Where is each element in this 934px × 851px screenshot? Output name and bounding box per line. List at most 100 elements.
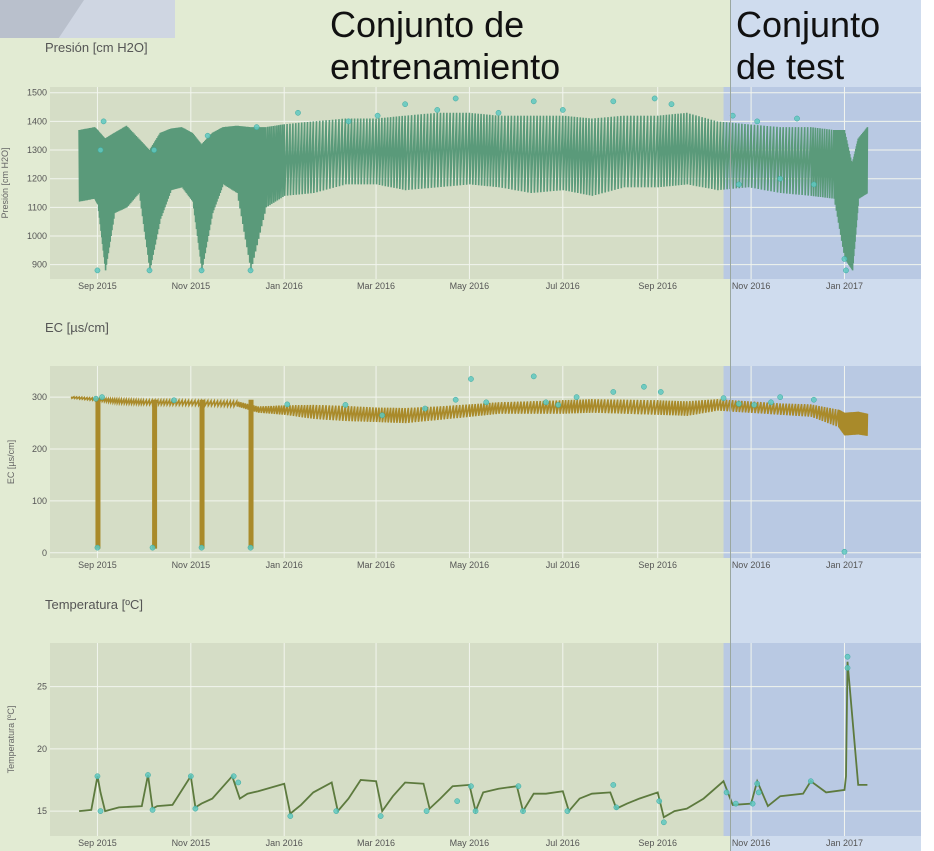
anomaly-point — [751, 402, 757, 408]
x-tick-label: May 2016 — [450, 838, 490, 848]
anomaly-point — [452, 396, 459, 403]
anomaly-point — [559, 107, 566, 113]
x-tick-label: Jan 2016 — [266, 838, 303, 848]
y-tick-label: 900 — [32, 260, 47, 270]
anomaly-point — [735, 401, 742, 407]
anomaly-point — [468, 376, 474, 382]
anomaly-point — [468, 783, 474, 790]
anomaly-point — [530, 98, 537, 105]
y-tick-label: 300 — [32, 392, 47, 402]
y-axis-label: Temperatura [ºC] — [6, 706, 16, 774]
anomaly-point — [483, 399, 490, 406]
anomaly-point — [777, 394, 784, 400]
chart-panel-0: Sep 2015 Nov 2015 Jan 2016 Mar 2016 May 2016… — [0, 87, 921, 291]
y-tick-label: 1200 — [27, 174, 47, 184]
anomaly-point — [94, 544, 101, 551]
anomaly-point — [844, 653, 851, 660]
anomaly-point — [794, 115, 800, 122]
anomaly-point — [374, 112, 381, 119]
x-tick-label: Jul 2016 — [546, 838, 580, 848]
anomaly-point — [149, 807, 156, 813]
x-tick-label: Nov 2015 — [172, 281, 211, 291]
anomaly-point — [192, 805, 199, 812]
anomaly-point — [146, 267, 153, 274]
anomaly-point — [754, 780, 761, 787]
y-tick-label: 1400 — [27, 116, 47, 126]
anomaly-point — [93, 395, 99, 402]
anomaly-point — [543, 399, 549, 406]
x-tick-label: Sep 2015 — [78, 281, 117, 291]
series-dip — [199, 399, 205, 549]
anomaly-point — [422, 405, 428, 412]
x-tick-label: Nov 2015 — [172, 838, 211, 848]
anomaly-point — [198, 267, 205, 274]
anomaly-point — [515, 783, 522, 790]
series-line — [78, 112, 869, 271]
anomaly-point — [187, 773, 194, 780]
x-tick-label: May 2016 — [450, 281, 490, 291]
anomaly-point — [843, 267, 849, 274]
y-tick-label: 25 — [37, 682, 47, 692]
anomaly-point — [149, 544, 156, 551]
anomaly-point — [754, 118, 761, 125]
y-axis-label: Presión [cm H2O] — [0, 147, 10, 218]
anomaly-point — [235, 779, 242, 786]
anomaly-point — [610, 98, 617, 105]
ec-panel-title: EC [µs/cm] — [45, 320, 109, 335]
anomaly-point — [151, 147, 157, 153]
x-tick-label: Nov 2016 — [732, 281, 771, 291]
anomaly-point — [379, 412, 386, 419]
anomaly-point — [807, 778, 814, 785]
anomaly-point — [841, 256, 848, 262]
anomaly-point — [472, 808, 479, 814]
anomaly-point — [94, 773, 101, 780]
series-line — [79, 661, 868, 819]
anomaly-point — [810, 396, 817, 403]
right-margin — [921, 0, 934, 851]
series-dip — [248, 399, 254, 549]
anomaly-point — [841, 548, 848, 555]
anomaly-point — [660, 819, 667, 826]
y-tick-label: 20 — [37, 744, 47, 754]
anomaly-point — [749, 800, 756, 807]
anomaly-point — [844, 665, 851, 671]
y-tick-label: 1100 — [28, 202, 47, 212]
x-tick-label: Jan 2017 — [826, 560, 863, 570]
chart-panel-2: Sep 2015 Nov 2015 Jan 2016 Mar 2016 May 2016… — [6, 643, 921, 848]
anomaly-point — [287, 813, 294, 819]
training-set-label: Conjunto de entrenamiento — [330, 4, 561, 87]
anomaly-point — [99, 394, 105, 400]
anomaly-point — [377, 813, 384, 819]
anomaly-point — [768, 399, 774, 406]
y-tick-label: 0 — [42, 548, 47, 558]
series-dip — [152, 399, 158, 549]
anomaly-point — [342, 402, 349, 408]
anomaly-point — [204, 132, 211, 139]
x-tick-label: Mar 2016 — [357, 560, 395, 570]
x-tick-label: Jan 2017 — [826, 281, 863, 291]
pressure-panel-title: Presión [cm H2O] — [45, 40, 148, 55]
anomaly-point — [284, 401, 291, 408]
x-tick-label: May 2016 — [450, 560, 490, 570]
chart-panel-1: Sep 2015 Nov 2015 Jan 2016 Mar 2016 May 2016… — [6, 366, 921, 570]
anomaly-point — [97, 808, 104, 814]
x-tick-label: Sep 2015 — [78, 838, 117, 848]
y-tick-label: 1500 — [27, 88, 47, 98]
train-test-divider — [730, 0, 731, 851]
anomaly-point — [97, 147, 104, 153]
anomaly-point — [668, 101, 675, 108]
anomaly-point — [295, 109, 301, 116]
anomaly-point — [198, 544, 205, 551]
x-tick-label: Sep 2016 — [638, 838, 677, 848]
x-tick-label: Jan 2016 — [266, 560, 303, 570]
anomaly-point — [171, 397, 177, 404]
anomaly-point — [495, 109, 502, 116]
x-tick-label: Jul 2016 — [546, 560, 580, 570]
x-tick-label: Nov 2015 — [172, 560, 211, 570]
x-tick-label: Mar 2016 — [357, 838, 395, 848]
anomaly-point — [247, 544, 254, 551]
anomaly-point — [434, 107, 441, 113]
anomaly-point — [345, 118, 352, 125]
anomaly-point — [777, 175, 784, 182]
